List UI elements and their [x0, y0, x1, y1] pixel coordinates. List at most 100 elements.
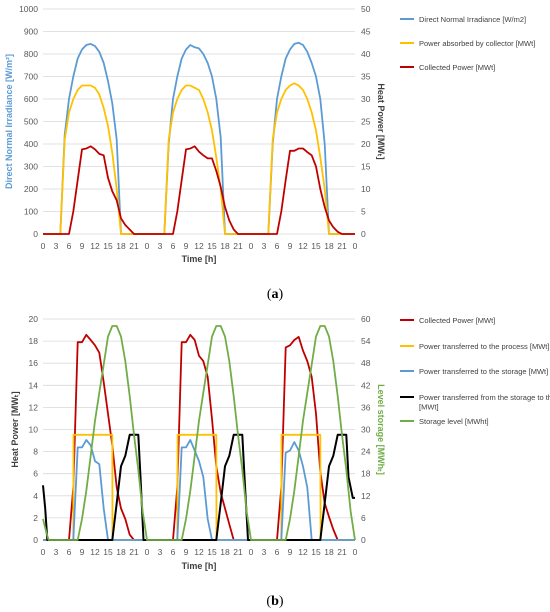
y-left-tick-label: 200: [24, 184, 38, 194]
y-left-tick-label: 1000: [19, 4, 38, 14]
x-tick-label: 0: [41, 547, 46, 557]
x-tick-label: 15: [103, 241, 113, 251]
legend-label: Storage level [MWht]: [419, 417, 489, 426]
legend-label: Power transferred from the storage to th…: [419, 393, 550, 402]
y-left-tick-label: 0: [33, 229, 38, 239]
y-right-tick-label: 0: [361, 535, 366, 545]
y-left-tick-label: 8: [33, 447, 38, 457]
x-tick-label: 12: [194, 547, 204, 557]
subfigure-caption: (b): [266, 594, 283, 609]
x-tick-label: 12: [194, 241, 204, 251]
y-right-tick-label: 30: [361, 94, 371, 104]
x-tick-label: 21: [129, 241, 139, 251]
y-left-tick-label: 600: [24, 94, 38, 104]
x-tick-label: 0: [41, 241, 46, 251]
y-left-tick-label: 400: [24, 139, 38, 149]
x-tick-label: 21: [233, 241, 243, 251]
series-line-direct-normal-irradiance: [43, 41, 355, 235]
x-tick-label: 12: [90, 547, 100, 557]
y-right-tick-label: 24: [361, 447, 371, 457]
y-right-tick-label: 18: [361, 469, 371, 479]
legend-label: Direct Normal Irradiance [W/m2]: [419, 15, 526, 24]
x-tick-label: 0: [145, 241, 150, 251]
x-tick-label: 9: [80, 547, 85, 557]
y-right-tick-label: 35: [361, 72, 371, 82]
legend-label: Collected Power [MWt]: [419, 63, 495, 72]
legend-label: [MWt]: [419, 403, 439, 412]
series-line-collected-power: [43, 145, 355, 235]
x-tick-label: 6: [275, 547, 280, 557]
series-line-power-transferred-to-the-storage: [43, 439, 355, 541]
x-tick-label: 12: [298, 241, 308, 251]
x-tick-label: 6: [67, 241, 72, 251]
x-tick-label: 0: [353, 241, 358, 251]
y-left-tick-label: 2: [33, 513, 38, 523]
x-tick-label: 18: [116, 547, 126, 557]
x-tick-label: 18: [220, 547, 230, 557]
y-left-tick-label: 14: [29, 380, 39, 390]
x-tick-label: 21: [337, 241, 347, 251]
x-tick-label: 15: [207, 547, 217, 557]
x-axis-label: Time [h]: [182, 561, 217, 571]
y-right-tick-label: 54: [361, 336, 371, 346]
y-right-tick-label: 40: [361, 49, 371, 59]
y-left-tick-label: 18: [29, 336, 39, 346]
legend-label: Power absorbed by collector [MWt]: [419, 39, 535, 48]
y-left-tick-label: 800: [24, 49, 38, 59]
y-left-tick-label: 4: [33, 491, 38, 501]
y-left-tick-label: 12: [29, 402, 39, 412]
series-line-power-transferred-to-the-process: [43, 433, 355, 541]
x-tick-label: 15: [103, 547, 113, 557]
x-tick-label: 9: [288, 241, 293, 251]
y-left-tick-label: 20: [29, 314, 39, 324]
x-tick-label: 0: [353, 547, 358, 557]
x-tick-label: 6: [171, 547, 176, 557]
y-left-tick-label: 0: [33, 535, 38, 545]
x-tick-label: 18: [324, 241, 334, 251]
y-left-tick-label: 900: [24, 27, 38, 37]
x-axis-label: Time [h]: [182, 254, 217, 264]
series-line-storage-level: [42, 325, 356, 541]
y-right-tick-label: 0: [361, 229, 366, 239]
y-left-tick-label: 700: [24, 72, 38, 82]
y-left-axis-label: Direct Normal Irradiance [W/m²]: [4, 54, 14, 189]
y-left-tick-label: 500: [24, 117, 38, 127]
x-tick-label: 15: [311, 241, 321, 251]
y-right-axis-label: Level storage [MWhₜ]: [376, 384, 386, 475]
y-right-tick-label: 5: [361, 207, 366, 217]
legend-label: Power transferred to the storage [MWt]: [419, 367, 548, 376]
x-tick-label: 15: [311, 547, 321, 557]
x-tick-label: 3: [158, 547, 163, 557]
x-tick-label: 3: [262, 241, 267, 251]
series-line-power-absorbed-by-collector: [43, 82, 355, 235]
x-tick-label: 18: [324, 547, 334, 557]
y-left-tick-label: 16: [29, 358, 39, 368]
y-left-tick-label: 10: [29, 425, 39, 435]
x-tick-label: 12: [90, 241, 100, 251]
x-tick-label: 9: [184, 241, 189, 251]
legend-label: Collected Power [MWt]: [419, 316, 495, 325]
x-tick-label: 0: [145, 547, 150, 557]
x-tick-label: 9: [184, 547, 189, 557]
y-right-tick-label: 6: [361, 513, 366, 523]
x-tick-label: 3: [158, 241, 163, 251]
y-right-tick-label: 15: [361, 162, 371, 172]
x-tick-label: 3: [54, 241, 59, 251]
y-right-tick-label: 20: [361, 139, 371, 149]
y-left-axis-label: Heat Power [MWₜ]: [10, 391, 20, 467]
y-right-tick-label: 45: [361, 27, 371, 37]
x-tick-label: 18: [116, 241, 126, 251]
x-tick-label: 18: [220, 241, 230, 251]
y-left-tick-label: 6: [33, 469, 38, 479]
x-tick-label: 0: [249, 547, 254, 557]
y-left-tick-label: 300: [24, 162, 38, 172]
x-tick-label: 3: [262, 547, 267, 557]
series-line-collected-power: [43, 333, 355, 541]
x-tick-label: 9: [80, 241, 85, 251]
x-tick-label: 15: [207, 241, 217, 251]
y-right-tick-label: 12: [361, 491, 371, 501]
series-line-power-transferred-from-the-storage-to-the-process: [42, 433, 355, 541]
x-tick-label: 21: [337, 547, 347, 557]
